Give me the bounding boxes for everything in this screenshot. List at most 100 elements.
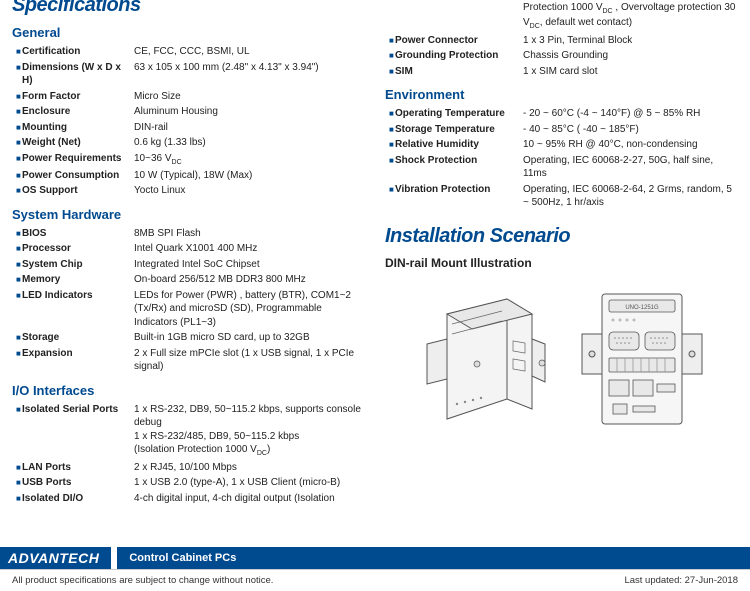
bullet-icon: ■ — [12, 461, 22, 474]
spec-row: ■MemoryOn-board 256/512 MB DDR3 800 MHz — [12, 272, 365, 288]
spec-value: - 40 ~ 85°C ( -40 ~ 185°F) — [523, 123, 738, 137]
spec-row: ■System ChipIntegrated Intel SoC Chipset — [12, 257, 365, 273]
spec-row: ■Isolated Serial Ports1 x RS-232, DB9, 5… — [12, 402, 365, 460]
spec-row: ■Power Consumption10 W (Typical), 18W (M… — [12, 168, 365, 184]
system-hw-list: ■BIOS8MB SPI Flash■ProcessorIntel Quark … — [12, 226, 365, 375]
bullet-icon: ■ — [12, 184, 22, 197]
spec-label: Certification — [22, 45, 134, 59]
spec-label: Grounding Protection — [395, 49, 523, 63]
spec-label: System Chip — [22, 258, 134, 272]
brand-text: ADVANTECH — [8, 550, 99, 566]
spec-label: Enclosure — [22, 105, 134, 119]
system-hw-heading: System Hardware — [12, 207, 365, 222]
spec-label: Storage — [22, 331, 134, 345]
spec-value: 1 x 3 Pin, Terminal Block — [523, 34, 738, 48]
spec-label: Relative Humidity — [395, 138, 523, 152]
spec-value: 1 x RS-232, DB9, 50~115.2 kbps, supports… — [134, 403, 365, 459]
bullet-icon: ■ — [12, 136, 22, 149]
spec-value: Aluminum Housing — [134, 105, 365, 119]
spec-row: ■Grounding ProtectionChassis Grounding — [385, 48, 738, 64]
spec-label: OS Support — [22, 184, 134, 198]
spec-label: LAN Ports — [22, 461, 134, 475]
left-column: Specifications General ■CertificationCE,… — [12, 0, 365, 545]
spec-value: DIN-rail — [134, 121, 365, 135]
bullet-icon: ■ — [12, 152, 22, 165]
spec-label: Power Consumption — [22, 169, 134, 183]
spec-row: ■Storage Temperature- 40 ~ 85°C ( -40 ~ … — [385, 122, 738, 138]
spec-value: On-board 256/512 MB DDR3 800 MHz — [134, 273, 365, 287]
bullet-icon: ■ — [12, 61, 22, 74]
spec-value: - 20 ~ 60°C (-4 ~ 140°F) @ 5 ~ 85% RH — [523, 107, 738, 121]
spec-value: Integrated Intel SoC Chipset — [134, 258, 365, 272]
spec-value: 63 x 105 x 100 mm (2.48" x 4.13" x 3.94"… — [134, 61, 365, 75]
io-list: ■Isolated Serial Ports1 x RS-232, DB9, 5… — [12, 402, 365, 506]
illustration-title: DIN-rail Mount Illustration — [385, 256, 738, 270]
bullet-icon: ■ — [12, 273, 22, 286]
spec-row: Protection 1000 VDC , Overvoltage protec… — [385, 0, 738, 33]
bullet-icon: ■ — [12, 242, 22, 255]
spec-label: LED Indicators — [22, 289, 134, 303]
footer-bar: ADVANTECH Control Cabinet PCs — [0, 547, 750, 569]
spec-row: ■CertificationCE, FCC, CCC, BSMI, UL — [12, 44, 365, 60]
spec-label: Power Connector — [395, 34, 523, 48]
spec-value: 8MB SPI Flash — [134, 227, 365, 241]
spec-value: 10 ~ 95% RH @ 40°C, non-condensing — [523, 138, 738, 152]
spec-row: ■Expansion2 x Full size mPCIe slot (1 x … — [12, 346, 365, 375]
last-updated-text: Last updated: 27-Jun-2018 — [624, 575, 738, 586]
spec-row: ■SIM1 x SIM card slot — [385, 64, 738, 80]
bullet-icon: ■ — [385, 34, 395, 47]
spec-label: Processor — [22, 242, 134, 256]
spec-label: Vibration Protection — [395, 183, 523, 197]
spec-row: ■Vibration ProtectionOperating, IEC 6006… — [385, 182, 738, 211]
brand-logo: ADVANTECH — [0, 547, 117, 569]
io-heading: I/O Interfaces — [12, 383, 365, 398]
spec-row: ■LED IndicatorsLEDs for Power (PWR) , ba… — [12, 288, 365, 331]
device-front-illustration: UNO-1251G — [577, 284, 707, 434]
bullet-icon: ■ — [385, 49, 395, 62]
spec-row: ■Dimensions (W x D x H)63 x 105 x 100 mm… — [12, 60, 365, 89]
spec-row: ■MountingDIN-rail — [12, 120, 365, 136]
right-column: Protection 1000 VDC , Overvoltage protec… — [385, 0, 738, 545]
footer-sub: All product specifications are subject t… — [0, 569, 750, 591]
spec-label: Mounting — [22, 121, 134, 135]
spec-value: 0.6 kg (1.33 lbs) — [134, 136, 365, 150]
spec-row: ■Isolated DI/O4-ch digital input, 4-ch d… — [12, 491, 365, 507]
bullet-icon: ■ — [385, 123, 395, 136]
spec-label: Isolated DI/O — [22, 492, 134, 506]
bullet-icon: ■ — [12, 403, 22, 416]
spec-label: Expansion — [22, 347, 134, 361]
spec-value: LEDs for Power (PWR) , battery (BTR), CO… — [134, 289, 365, 330]
bullet-icon: ■ — [385, 138, 395, 151]
spec-label: USB Ports — [22, 476, 134, 490]
spec-row: ■Weight (Net)0.6 kg (1.33 lbs) — [12, 135, 365, 151]
spec-value: Chassis Grounding — [523, 49, 738, 63]
spec-value: 2 x Full size mPCIe slot (1 x USB signal… — [134, 347, 365, 374]
bullet-icon: ■ — [385, 154, 395, 167]
environment-list: ■Operating Temperature- 20 ~ 60°C (-4 ~ … — [385, 106, 738, 211]
spec-row: ■Operating Temperature- 20 ~ 60°C (-4 ~ … — [385, 106, 738, 122]
bullet-icon: ■ — [385, 183, 395, 196]
spec-row: ■LAN Ports2 x RJ45, 10/100 Mbps — [12, 460, 365, 476]
spec-row: ■Shock ProtectionOperating, IEC 60068-2-… — [385, 153, 738, 182]
spec-label: Operating Temperature — [395, 107, 523, 121]
illustration-wrap: UNO-1251G — [385, 280, 738, 434]
spec-value: 10 W (Typical), 18W (Max) — [134, 169, 365, 183]
bullet-icon: ■ — [12, 121, 22, 134]
bullet-icon: ■ — [12, 45, 22, 58]
spec-value: Yocto Linux — [134, 184, 365, 198]
bullet-icon: ■ — [12, 105, 22, 118]
general-list: ■CertificationCE, FCC, CCC, BSMI, UL■Dim… — [12, 44, 365, 199]
spec-value: Micro Size — [134, 90, 365, 104]
spec-row: ■StorageBuilt-in 1GB micro SD card, up t… — [12, 330, 365, 346]
environment-heading: Environment — [385, 87, 738, 102]
bullet-icon: ■ — [12, 492, 22, 505]
spec-value: Operating, IEC 60068-2-27, 50G, half sin… — [523, 154, 738, 181]
spec-value: Protection 1000 VDC , Overvoltage protec… — [523, 1, 738, 32]
io-continued-list: Protection 1000 VDC , Overvoltage protec… — [385, 0, 738, 79]
spec-value: Intel Quark X1001 400 MHz — [134, 242, 365, 256]
spec-row: ■Power Connector1 x 3 Pin, Terminal Bloc… — [385, 33, 738, 49]
bullet-icon: ■ — [385, 107, 395, 120]
spec-label: SIM — [395, 65, 523, 79]
spec-label: Isolated Serial Ports — [22, 403, 134, 417]
spec-label: Dimensions (W x D x H) — [22, 61, 134, 88]
